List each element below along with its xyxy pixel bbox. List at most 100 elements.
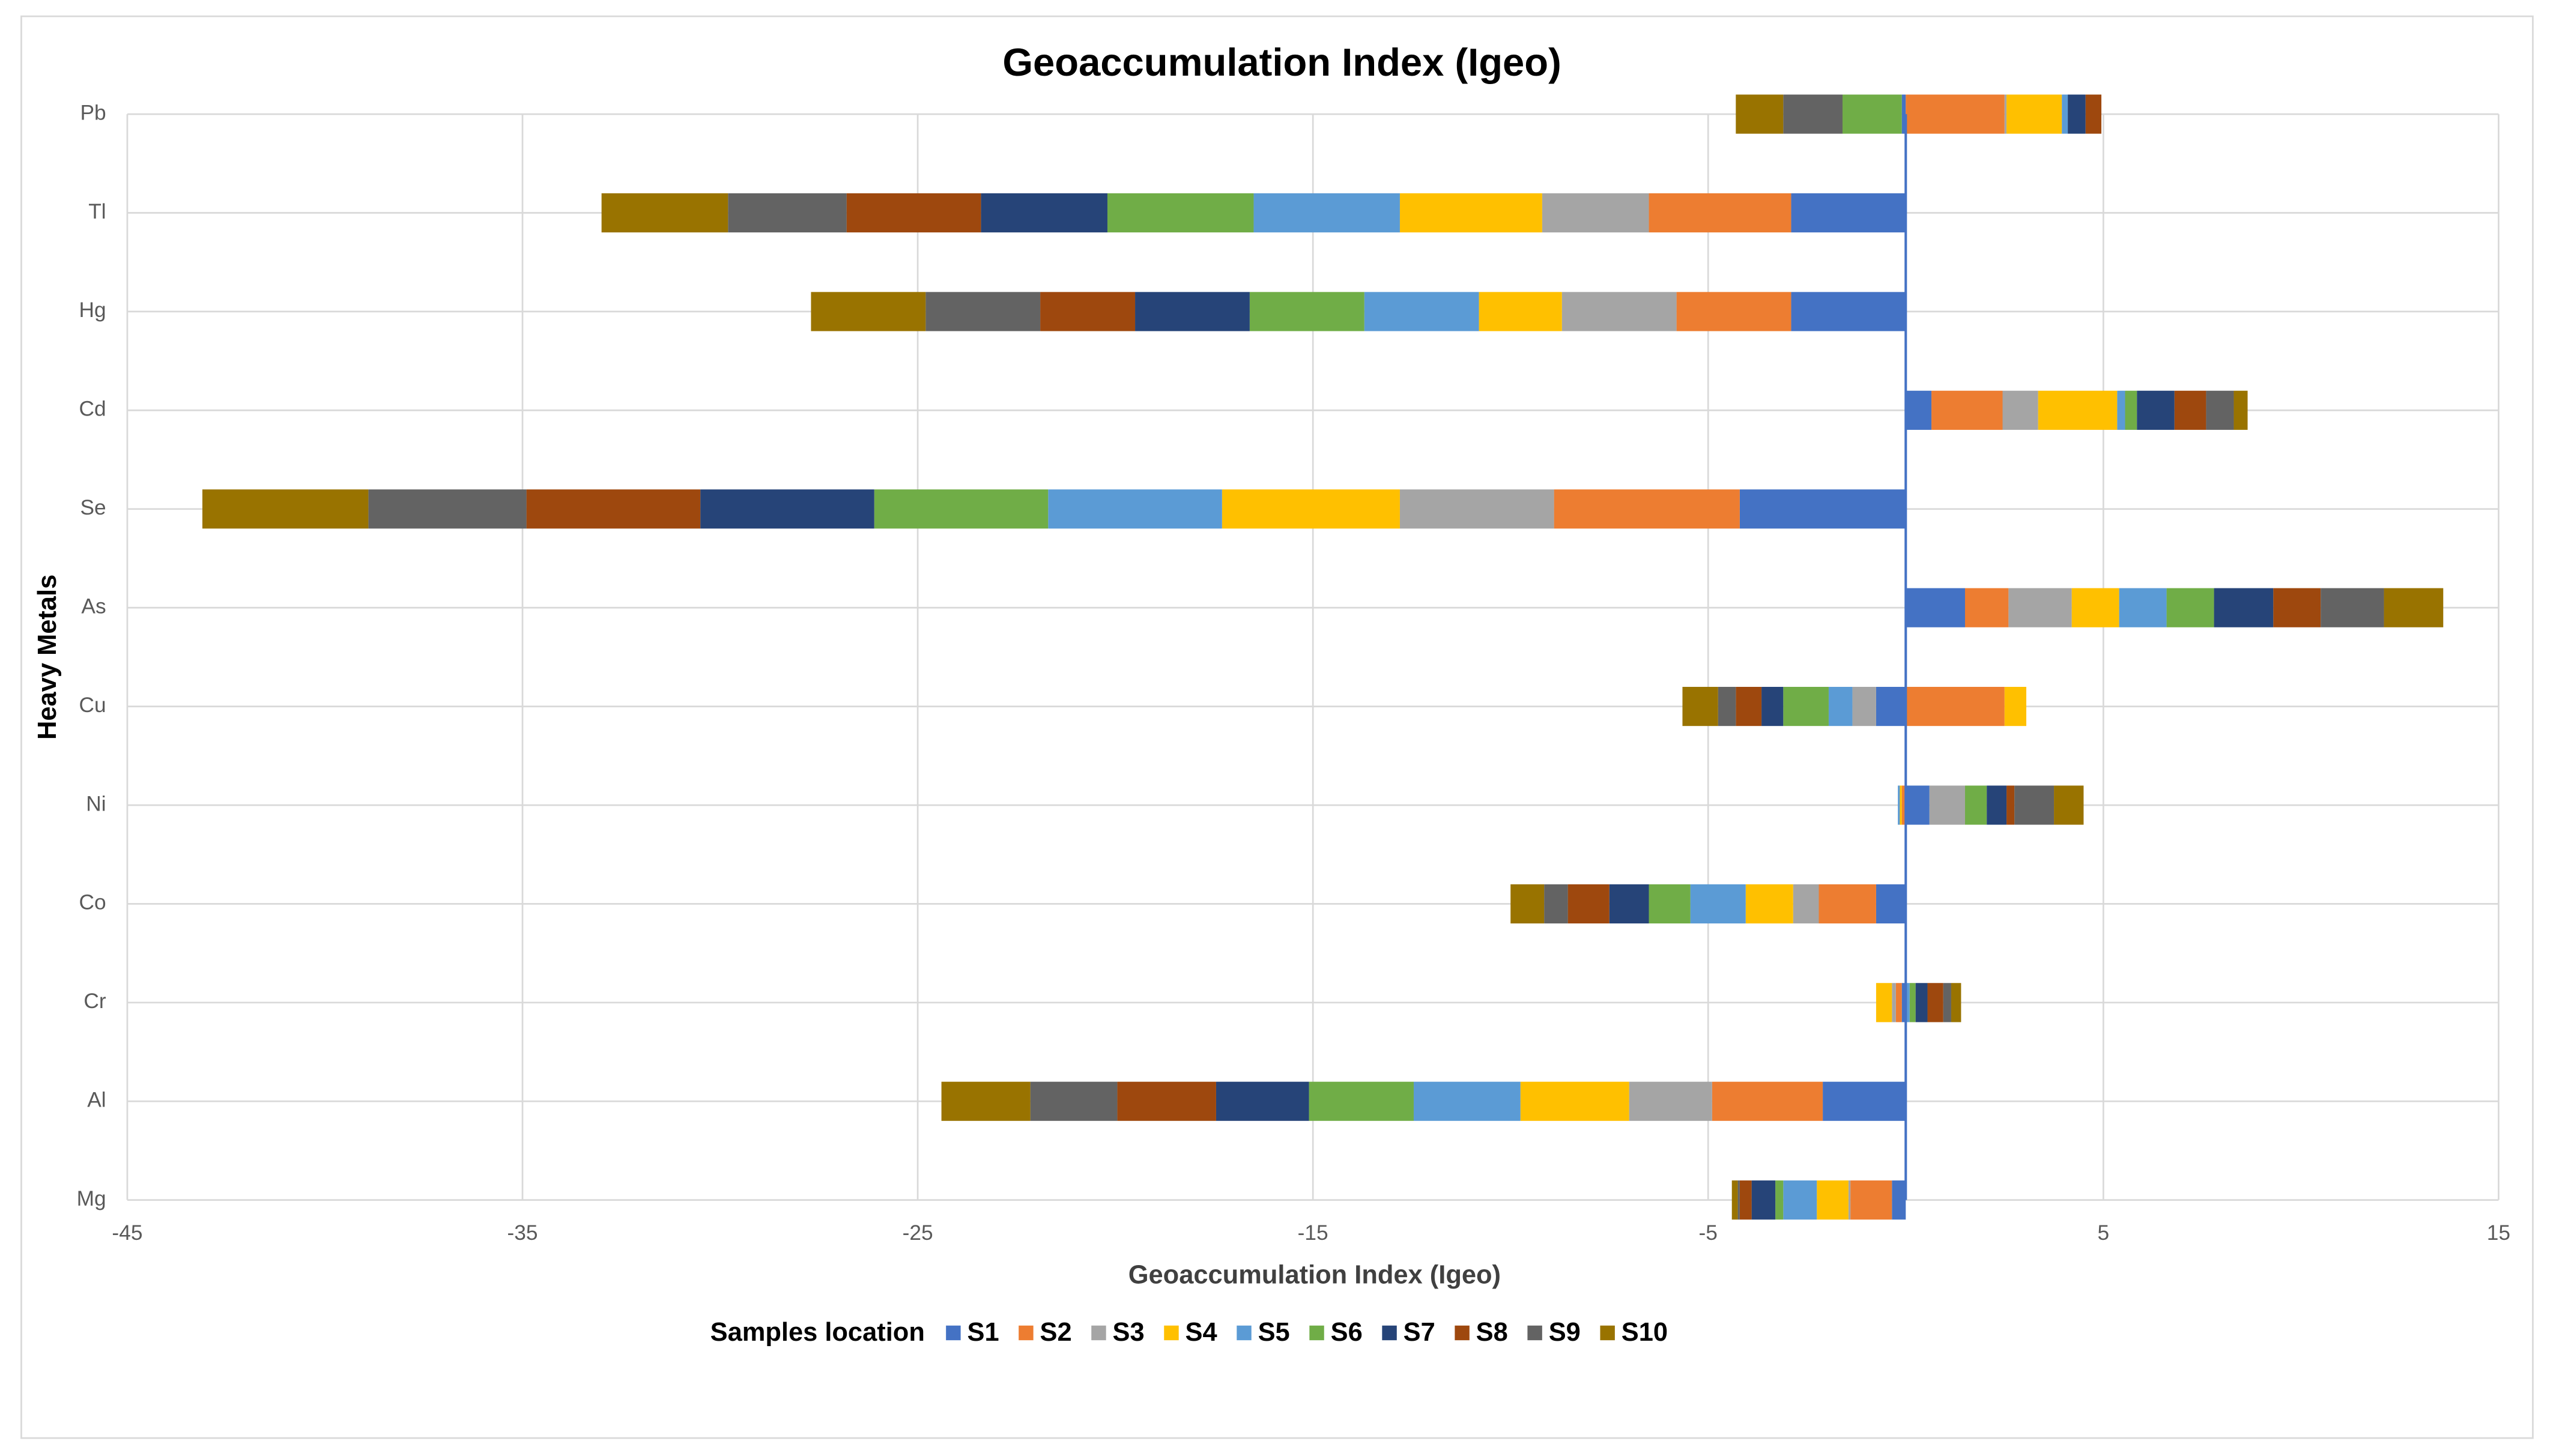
bar-segment — [1364, 292, 1479, 331]
bar-segment — [2062, 94, 2068, 134]
bar-segment — [1819, 884, 1876, 923]
bar-segment — [1649, 193, 1791, 233]
x-tick-label: -15 — [1298, 1221, 1328, 1245]
y-tick-label: Mg — [77, 1187, 106, 1210]
bar-segment — [1040, 292, 1136, 331]
bar-segment — [2006, 785, 2015, 825]
bar-segment — [1309, 1081, 1414, 1121]
bar-segment — [1731, 1180, 1738, 1220]
legend-swatch — [1600, 1325, 1615, 1341]
bar-segment — [526, 489, 701, 529]
legend-label: S7 — [1404, 1318, 1435, 1347]
legend: S1 S2 S3 S4 S5 S6 S7 S8 S9 S10 — [946, 1318, 1668, 1347]
bar-segment — [2068, 94, 2086, 134]
legend-label: S5 — [1258, 1318, 1290, 1347]
x-tick-label: 15 — [2487, 1221, 2510, 1245]
bar-segment — [1783, 686, 1829, 726]
bar-segment — [2174, 390, 2206, 430]
legend-label: S10 — [1622, 1318, 1668, 1347]
bar-segment — [1906, 785, 1930, 825]
bar-segment — [1915, 983, 1928, 1023]
bar-segment — [2014, 785, 2055, 825]
x-tick-label: -5 — [1699, 1221, 1718, 1245]
bar-segment — [1901, 94, 1906, 134]
bar-segment — [1791, 292, 1906, 331]
bar-segment — [2214, 588, 2274, 627]
x-tick-label: 5 — [2097, 1221, 2109, 1245]
bar-segment — [1964, 588, 2009, 627]
legend-swatch — [1382, 1325, 1397, 1341]
bar-segment — [1048, 489, 1222, 529]
bar-segment — [1964, 785, 1987, 825]
bar-segment — [1901, 983, 1906, 1023]
bar-segment — [1901, 785, 1906, 825]
axes: -45 -35 -25 -15 -5 5 15 Mg Al Cr Co Ni Cu As Se Cd Hg Tl P… — [77, 101, 2510, 1245]
bar-segment — [2085, 94, 2102, 134]
bar-segment — [1852, 686, 1876, 726]
bar-segment — [2321, 588, 2384, 627]
bar-segment — [2117, 390, 2125, 430]
bar-segment — [2125, 390, 2137, 430]
legend-swatch — [1527, 1325, 1542, 1341]
bar-segment — [2384, 588, 2444, 627]
bar-segment — [1761, 686, 1784, 726]
bar-segment — [1823, 1081, 1906, 1121]
bar-segment — [1783, 1180, 1817, 1220]
bar-segment — [1906, 983, 1910, 1023]
bar-segment — [1900, 785, 1902, 825]
legend-label: S1 — [967, 1318, 999, 1347]
bar-segment — [941, 1081, 1031, 1121]
bar-segment — [2119, 588, 2167, 627]
bar-segment — [1850, 1180, 1892, 1220]
bar-segment — [2002, 390, 2038, 430]
y-tick-label: Ni — [86, 792, 106, 815]
bar-segment — [1793, 884, 1819, 923]
bar-segment — [1892, 983, 1896, 1023]
legend-swatch — [1237, 1325, 1252, 1341]
bar-segment — [1649, 884, 1691, 923]
y-tick-label: Hg — [79, 298, 106, 322]
bar-segment — [1609, 884, 1649, 923]
bar-segment — [2233, 390, 2248, 430]
y-tick-label: Cr — [83, 989, 106, 1013]
x-tick-label: -35 — [507, 1221, 538, 1245]
bar-segment — [1399, 489, 1554, 529]
bar-segment — [1906, 390, 1932, 430]
bar-segment — [1712, 1081, 1823, 1121]
bar-segment — [1718, 686, 1736, 726]
bar-segment — [1561, 292, 1677, 331]
bar-segment — [1791, 193, 1906, 233]
legend-swatch — [1164, 1325, 1179, 1341]
bar-segment — [1909, 983, 1916, 1023]
legend-label: S4 — [1186, 1318, 1217, 1347]
bar-segment — [1895, 983, 1902, 1023]
bar-segment — [728, 193, 847, 233]
bar-segment — [1107, 193, 1254, 233]
legend-label: S8 — [1476, 1318, 1508, 1347]
bar-segment — [2038, 390, 2118, 430]
bar-segment — [1520, 1081, 1629, 1121]
bar-segment — [1751, 1180, 1776, 1220]
bar-segment — [1737, 1180, 1740, 1220]
bar-segment — [1479, 292, 1562, 331]
bar-segment — [2004, 94, 2007, 134]
bar-segment — [1906, 94, 2005, 134]
x-tick-label: -45 — [112, 1221, 142, 1245]
bar-segment — [1842, 94, 1902, 134]
y-tick-label: Al — [87, 1089, 106, 1112]
legend-swatch — [1091, 1325, 1106, 1341]
y-tick-label: Cu — [79, 693, 106, 717]
bar-segment — [1876, 884, 1906, 923]
bar-segment — [1828, 686, 1853, 726]
bar-segment — [1775, 1180, 1784, 1220]
legend-label: S3 — [1113, 1318, 1145, 1347]
bar-segment — [1249, 292, 1364, 331]
bar-segment — [1682, 686, 1718, 726]
bar-segment — [1690, 884, 1746, 923]
x-axis-title: Geoaccumulation Index (Igeo) — [1128, 1261, 1501, 1290]
bar-segment — [874, 489, 1049, 529]
bar-segment — [2273, 588, 2321, 627]
bar-segment — [2137, 390, 2175, 430]
bar-segment — [700, 489, 874, 529]
